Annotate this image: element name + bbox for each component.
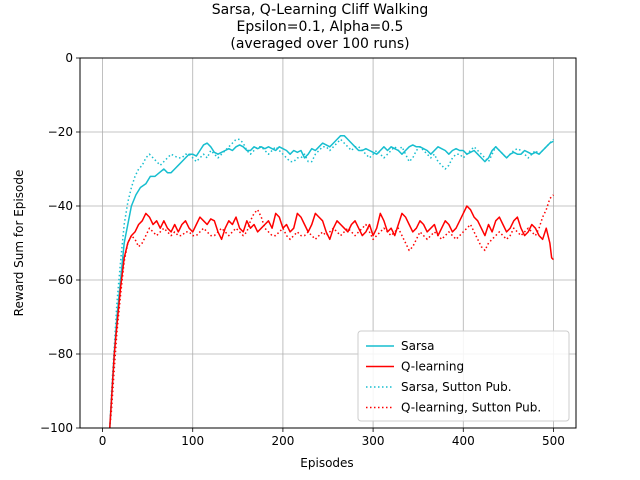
- legend-box: [357, 330, 570, 422]
- x-tick-label: 200: [271, 434, 294, 448]
- series-line-q-learning-sutton-pub: [109, 194, 554, 428]
- y-tick-label: −40: [48, 199, 73, 213]
- y-tick-label: 0: [65, 51, 73, 65]
- y-tick-label: −80: [48, 347, 73, 361]
- legend-label: Q-learning: [401, 360, 464, 374]
- plot-frame: [79, 57, 577, 429]
- series-lines: [109, 134, 554, 428]
- legend-label: Sarsa, Sutton Pub.: [401, 380, 512, 394]
- x-tick-label: 400: [452, 434, 475, 448]
- x-tick-label: 100: [181, 434, 204, 448]
- series-line-q-learning: [109, 205, 554, 428]
- y-tick-label: −100: [40, 421, 73, 435]
- y-tick-label: −60: [48, 273, 73, 287]
- series-line-sarsa-sutton-pub: [109, 138, 554, 428]
- legend-label: Sarsa: [401, 339, 435, 353]
- y-axis-label: Reward Sum for Episode: [12, 170, 26, 317]
- series-line-sarsa: [109, 134, 554, 428]
- legend: Sarsa Q-learning Sarsa, Sutton Pub. Q-learn…: [357, 330, 570, 422]
- x-tick-label: 300: [362, 434, 385, 448]
- x-axis-label: Episodes: [300, 456, 353, 470]
- x-tick-label: 0: [99, 434, 107, 448]
- x-tick-label: 500: [542, 434, 565, 448]
- legend-label: Q-learning, Sutton Pub.: [401, 401, 541, 415]
- chart-title-line-2: Epsilon=0.1, Alpha=0.5: [237, 19, 404, 35]
- chart-title: Sarsa, Q-Learning Cliff Walking Epsilon=…: [212, 2, 429, 52]
- axis-ticks: 0 100 200 300 400 500 0 −20 −40 −60 −80 −100: [40, 51, 565, 448]
- chart-title-line-3: (averaged over 100 runs): [230, 36, 409, 52]
- chart-title-line-1: Sarsa, Q-Learning Cliff Walking: [212, 2, 429, 18]
- y-tick-label: −20: [48, 125, 73, 139]
